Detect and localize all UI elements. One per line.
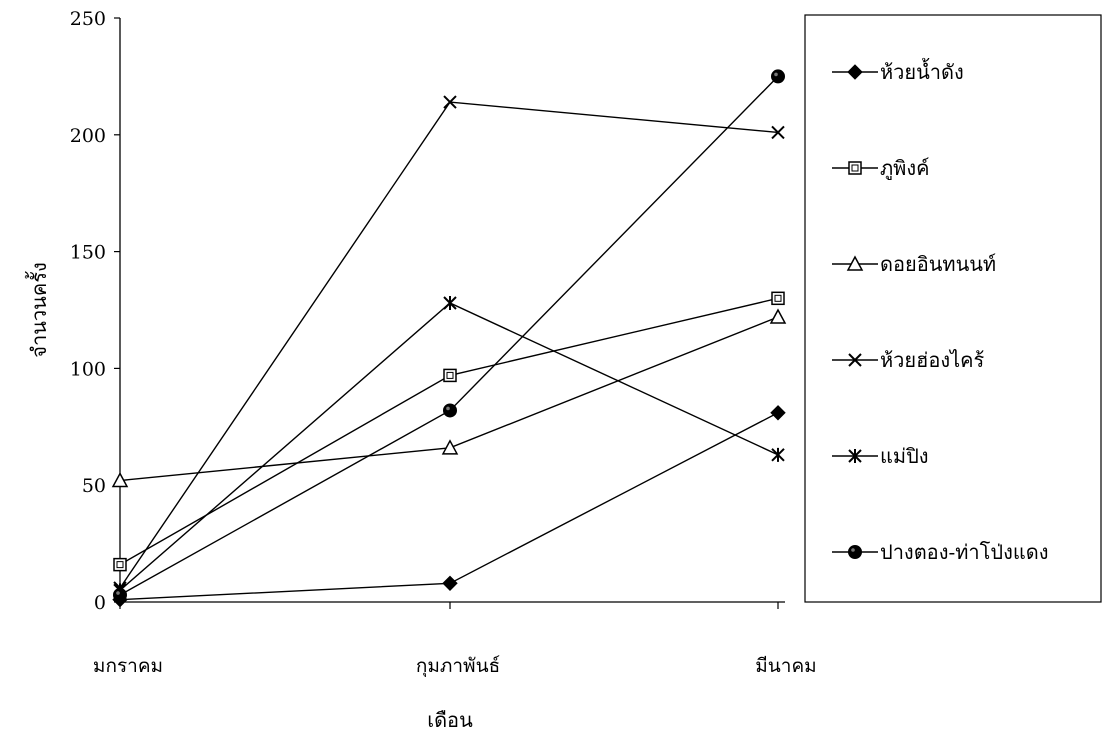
series-line [119, 101, 779, 589]
legend-label: ดอยอินทนนท์ [880, 252, 996, 276]
legend-marker [847, 64, 863, 80]
legend-item: ห้วยน้ำดัง [832, 58, 964, 84]
x-axis-title: เดือน [427, 708, 473, 732]
series-1 [112, 405, 786, 608]
legend-label: ห้วยน้ำดัง [880, 58, 964, 84]
y-tick-label: 50 [82, 475, 106, 497]
legend-item: ภูพิงค์ [832, 156, 930, 181]
data-point [443, 295, 457, 310]
legend-label: ภูพิงค์ [880, 156, 930, 181]
data-point [443, 403, 457, 418]
data-point [443, 95, 457, 109]
data-point [771, 69, 785, 84]
legend-marker [848, 449, 862, 463]
data-point [771, 125, 785, 140]
data-point [771, 291, 785, 306]
series-line [119, 75, 779, 596]
series-4 [113, 95, 785, 595]
legend: ห้วยน้ำดังภูพิงค์ดอยอินทนนท์ห้วยฮ่องไคร้… [804, 14, 1102, 603]
data-point [111, 471, 129, 488]
legend-marker [848, 161, 862, 175]
data-point [113, 587, 127, 602]
legend-label: แม่ปิง [880, 444, 929, 468]
x-tick-label: กุมภาพันธ์ [416, 655, 500, 678]
series-line [119, 297, 779, 566]
data-point [113, 557, 127, 572]
y-tick-label: 100 [70, 358, 106, 380]
y-tick-label: 250 [70, 8, 106, 30]
data-point [770, 405, 786, 421]
y-tick-label: 200 [70, 125, 106, 147]
series-line [119, 412, 779, 601]
plot-area [119, 18, 785, 603]
data-point [443, 368, 457, 383]
x-tick-label: มกราคม [93, 655, 163, 677]
y-axis-title: จำนวนครั้ง [25, 262, 51, 357]
legend-label: ห้วยฮ่องไคร้ [880, 348, 985, 372]
legend-marker [848, 545, 862, 559]
legend-item: ห้วยฮ่องไคร้ [832, 348, 985, 372]
x-tick-label: มีนาคม [755, 655, 816, 677]
y-tick-label: 150 [70, 242, 106, 264]
legend-label: ปางตอง-ท่าโป่งแดง [880, 540, 1048, 564]
legend-marker [848, 353, 862, 367]
series-3 [111, 308, 787, 488]
series-line [119, 316, 779, 482]
legend-item: ปางตอง-ท่าโป่งแดง [832, 540, 1048, 564]
data-point [769, 308, 787, 324]
series-6 [113, 69, 785, 602]
y-tick-label: 0 [94, 592, 106, 614]
data-point [442, 575, 458, 592]
legend-marker [846, 255, 864, 271]
data-point [771, 447, 785, 462]
legend-item: แม่ปิง [832, 444, 929, 468]
data-point [441, 439, 459, 455]
series-2 [113, 291, 785, 572]
legend-box [804, 14, 1102, 603]
legend-item: ดอยอินทนนท์ [832, 252, 996, 276]
